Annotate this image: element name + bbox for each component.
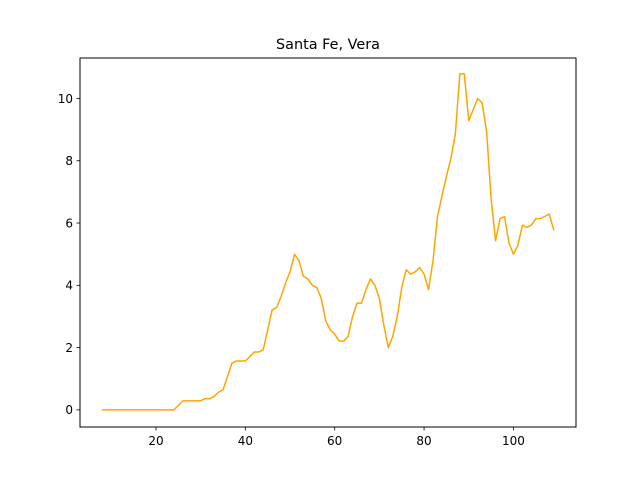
y-tick-label: 8 [65,154,73,168]
x-tick-label: 80 [416,434,431,448]
y-axis: 0 2 4 6 8 10 [58,92,80,417]
x-tick-label: 100 [502,434,525,448]
y-tick-label: 10 [58,92,73,106]
x-tick-label: 20 [148,434,163,448]
x-tick-label: 40 [238,434,253,448]
chart-title: Santa Fe, Vera [276,37,380,53]
x-axis: 20 40 60 80 100 [148,427,525,448]
y-tick-label: 4 [65,279,73,293]
y-tick-label: 6 [65,216,73,230]
y-tick-label: 0 [65,403,73,417]
y-tick-label: 2 [65,341,73,355]
plot-frame [79,57,577,428]
plot-area [101,73,555,411]
x-tick-label: 60 [327,434,342,448]
series-line-1 [101,73,555,411]
